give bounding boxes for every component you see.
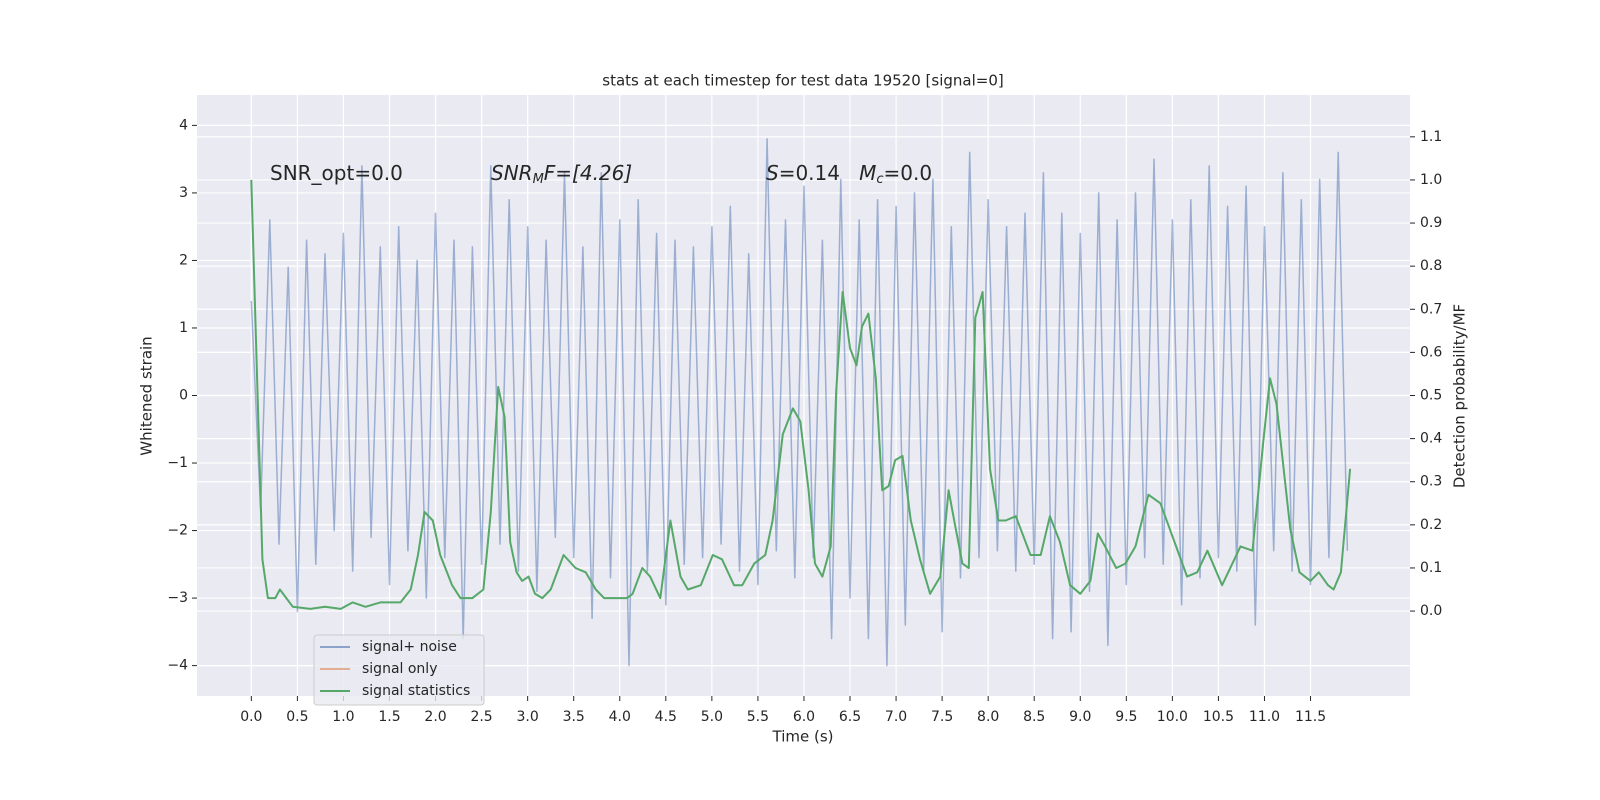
y-tick-label: 2 bbox=[179, 252, 188, 268]
y-tick-label: −3 bbox=[167, 590, 188, 606]
y2-tick-label: 1.1 bbox=[1420, 129, 1442, 145]
x-tick-label: 5.5 bbox=[747, 709, 769, 725]
x-tick-label: 8.5 bbox=[1023, 709, 1045, 725]
y2-tick-label: 0.4 bbox=[1420, 431, 1442, 447]
annotation: SNRMF=[4.26] bbox=[491, 161, 632, 187]
annotation-text: =0.14 bbox=[779, 161, 859, 185]
x-tick-label: 7.5 bbox=[931, 709, 953, 725]
y2-tick-label: 0.9 bbox=[1420, 215, 1442, 231]
marks bbox=[250, 138, 1352, 667]
series-line bbox=[250, 179, 1352, 610]
annotation-subscript: M bbox=[533, 172, 544, 187]
x-tick-label: 2.0 bbox=[424, 709, 446, 725]
annotation-text: S bbox=[766, 161, 779, 185]
x-tick-label: 4.5 bbox=[655, 709, 677, 725]
x-tick-label: 3.5 bbox=[563, 709, 585, 725]
y-tick-label: 0 bbox=[179, 388, 188, 404]
series-line bbox=[250, 138, 1349, 667]
x-tick-label: 0.0 bbox=[240, 709, 262, 725]
x-tick-label: 6.5 bbox=[839, 709, 861, 725]
x-tick-label: 8.0 bbox=[977, 709, 999, 725]
legend-label: signal+ noise bbox=[362, 639, 457, 655]
x-tick-label: 0.5 bbox=[286, 709, 308, 725]
annotation-text: SNR_opt=0.0 bbox=[270, 161, 403, 185]
x-tick-label: 1.5 bbox=[378, 709, 400, 725]
y2-tick-label: 0.5 bbox=[1420, 388, 1442, 404]
legend-label: signal only bbox=[362, 661, 437, 677]
x-tick-label: 9.5 bbox=[1115, 709, 1137, 725]
y2-tick-label: 0.0 bbox=[1420, 603, 1442, 619]
y2-tick-label: 0.7 bbox=[1420, 301, 1442, 317]
y2-tick-label: 0.3 bbox=[1420, 474, 1442, 490]
x-tick-label: 1.0 bbox=[332, 709, 354, 725]
legend-label: signal statistics bbox=[362, 683, 470, 699]
y2-tick-label: 0.2 bbox=[1420, 517, 1442, 533]
axes: 0.0 0.5 1.0 1.5 2.0 2.5 3.0 3.5 4.0 4.5 5.0 5.5 6.0 6… bbox=[167, 117, 1442, 725]
x-tick-label: 10.0 bbox=[1157, 709, 1188, 725]
annotation-text: F=[4.26] bbox=[544, 161, 632, 185]
grid bbox=[197, 95, 1410, 696]
x-tick-label: 4.0 bbox=[609, 709, 631, 725]
annotation: SNR_opt=0.0 bbox=[270, 161, 403, 185]
y-tick-label: −4 bbox=[167, 658, 188, 674]
legend: signal+ noise signal only signal statistic… bbox=[313, 634, 485, 706]
y2-tick-label: 0.6 bbox=[1420, 344, 1442, 360]
chart-title: stats at each timestep for test data 195… bbox=[602, 72, 1003, 90]
x-tick-label: 9.0 bbox=[1069, 709, 1091, 725]
y-tick-label: −2 bbox=[167, 523, 188, 539]
y-axis-label: Whitened strain bbox=[138, 336, 156, 455]
y2-axis-label: Detection probability/MF bbox=[1451, 304, 1469, 488]
annotation-text: M bbox=[859, 161, 876, 185]
annotation-text: =0.0 bbox=[884, 161, 933, 185]
y-tick-label: 4 bbox=[179, 117, 188, 133]
x-tick-label: 11.5 bbox=[1295, 709, 1326, 725]
y-tick-label: 1 bbox=[179, 320, 188, 336]
annotation-subscript: c bbox=[876, 172, 883, 187]
annotation: S=0.14 Mc=0.0 bbox=[766, 161, 932, 187]
x-tick-label: 10.5 bbox=[1203, 709, 1234, 725]
y2-tick-label: 0.1 bbox=[1420, 560, 1442, 576]
y2-tick-label: 0.8 bbox=[1420, 258, 1442, 274]
annotation-text: SNR bbox=[491, 161, 533, 185]
x-tick-label: 7.0 bbox=[885, 709, 907, 725]
x-tick-label: 6.0 bbox=[793, 709, 815, 725]
x-tick-label: 3.0 bbox=[517, 709, 539, 725]
y-tick-label: 3 bbox=[179, 185, 188, 201]
x-tick-label: 11.0 bbox=[1249, 709, 1280, 725]
x-axis-label: Time (s) bbox=[772, 728, 834, 746]
y-tick-label: −1 bbox=[167, 455, 188, 471]
x-tick-label: 5.0 bbox=[701, 709, 723, 725]
legend-box bbox=[313, 634, 485, 706]
y2-tick-label: 1.0 bbox=[1420, 172, 1442, 188]
x-tick-label: 2.5 bbox=[470, 709, 492, 725]
